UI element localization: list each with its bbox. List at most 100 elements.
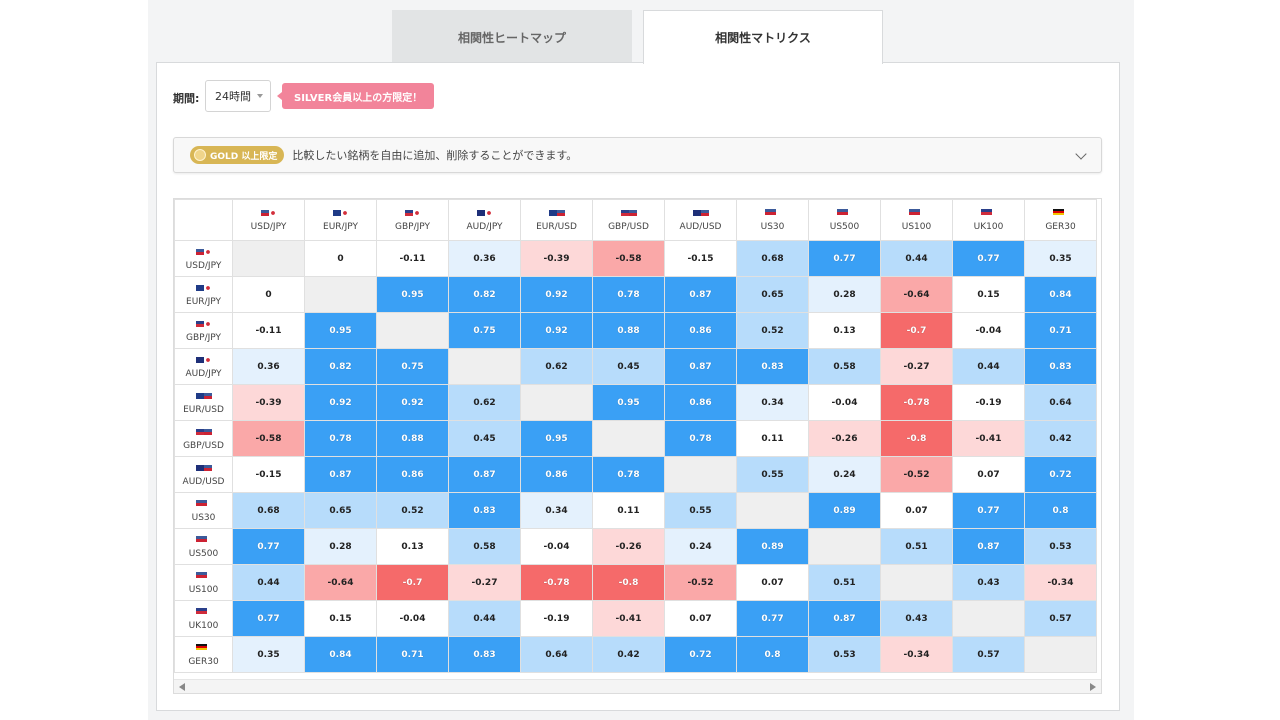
flag-icon: [332, 208, 349, 217]
correlation-cell: 0.92: [376, 384, 449, 421]
correlation-cell: -0.15: [232, 456, 305, 493]
correlation-cell: 0.45: [448, 420, 521, 457]
eu-flag-icon: [332, 210, 341, 216]
correlation-cell: -0.58: [232, 420, 305, 457]
flag-icon: [195, 319, 212, 328]
correlation-cell: 0.95: [304, 312, 377, 349]
correlation-cell: 0.13: [376, 528, 449, 565]
correlation-cell: 0.44: [448, 600, 521, 637]
scroll-left-icon[interactable]: [179, 683, 185, 691]
column-header-label: GBP/USD: [608, 222, 649, 232]
table-row: AUD/JPY 0.36 0.82 0.75 0.62 0.45 0.87 0.83 0.58-…: [174, 348, 1097, 385]
correlation-cell: 0.53: [808, 636, 881, 673]
correlation-cell: 0.78: [592, 276, 665, 313]
correlation-cell: 0.42: [1024, 420, 1097, 457]
correlation-cell: 0.89: [736, 528, 809, 565]
row-header: UK100: [174, 600, 233, 637]
correlation-cell: 0.24: [664, 528, 737, 565]
correlation-cell: -0.04: [952, 312, 1025, 349]
correlation-cell: -0.26: [808, 420, 881, 457]
gold-feature-accordion[interactable]: GOLD 以上限定 比較したい銘柄を自由に追加、削除することができます。: [173, 137, 1102, 173]
au-flag-icon: [692, 210, 701, 216]
correlation-cell: -0.19: [520, 600, 593, 637]
diagonal-cell: [592, 420, 665, 457]
correlation-cell: 0.87: [808, 600, 881, 637]
correlation-cell: -0.52: [880, 456, 953, 493]
correlation-cell: 0.11: [592, 492, 665, 529]
correlation-cell: 0.87: [664, 348, 737, 385]
correlation-cell: 0.28: [304, 528, 377, 565]
eu-flag-icon: [195, 392, 204, 399]
correlation-cell: 0.86: [376, 456, 449, 493]
correlation-cell: 0.68: [232, 492, 305, 529]
period-select[interactable]: 24時間: [205, 80, 271, 112]
correlation-cell: 0.86: [664, 384, 737, 421]
correlation-cell: 0.75: [376, 348, 449, 385]
correlation-cell: 0.87: [304, 456, 377, 493]
table-row: EUR/USD -0.39 0.92 0.92 0.62 0.95 0.86 0.34 -0.0…: [174, 384, 1097, 421]
diagonal-cell: [808, 528, 881, 565]
correlation-cell: 0.15: [952, 276, 1025, 313]
correlation-cell: 0.51: [880, 528, 953, 565]
correlation-cell: 0.78: [664, 420, 737, 457]
column-header-label: EUR/JPY: [323, 222, 358, 232]
chevron-down-icon[interactable]: [1075, 148, 1087, 160]
correlation-cell: 0.72: [1024, 456, 1097, 493]
correlation-cell: 0.57: [952, 636, 1025, 673]
correlation-cell: 0.62: [448, 384, 521, 421]
row-header: GBP/USD: [174, 420, 233, 457]
table-row: US500 0.77 0.28 0.13 0.58 -0.04 -0.26 0.24 0.89 0…: [174, 528, 1097, 565]
correlation-cell: 0.57: [1024, 600, 1097, 637]
correlation-cell: 0.07: [736, 564, 809, 601]
correlation-cell: 0.64: [520, 636, 593, 673]
correlation-cell: 0.44: [232, 564, 305, 601]
correlation-cell: -0.41: [952, 420, 1025, 457]
gold-feature-text: 比較したい銘柄を自由に追加、削除することができます。: [292, 149, 578, 162]
row-header: USD/JPY: [174, 240, 233, 277]
column-header-label: US100: [901, 222, 932, 232]
correlation-cell: 0.45: [592, 348, 665, 385]
diagonal-cell: [376, 312, 449, 349]
row-header-label: UK100: [188, 620, 219, 631]
table-row: GBP/USD -0.58 0.78 0.88 0.45 0.95 0.78 0.11 -0.2…: [174, 420, 1097, 457]
row-header: EUR/JPY: [174, 276, 233, 313]
flag-icon: [620, 208, 637, 217]
correlation-cell: 0.15: [304, 600, 377, 637]
correlation-cell: 0.8: [1024, 492, 1097, 529]
scroll-right-icon[interactable]: [1090, 683, 1096, 691]
tab-correlation-heatmap[interactable]: 相関性ヒートマップ: [392, 10, 632, 63]
diagonal-cell: [448, 348, 521, 385]
correlation-cell: 0.42: [592, 636, 665, 673]
correlation-cell: -0.8: [880, 420, 953, 457]
correlation-cell: 0.44: [880, 240, 953, 277]
period-label: 期間:: [173, 92, 200, 105]
correlation-cell: 0.68: [736, 240, 809, 277]
correlation-cell: 0.88: [592, 312, 665, 349]
us-flag-icon: [195, 571, 207, 578]
au-flag-icon: [476, 210, 485, 216]
correlation-cell: 0.34: [736, 384, 809, 421]
correlation-cell: 0.77: [736, 600, 809, 637]
correlation-cell: 0.36: [448, 240, 521, 277]
row-header: GBP/JPY: [174, 312, 233, 349]
column-header-label: AUD/USD: [679, 222, 722, 232]
us-flag-icon: [628, 210, 637, 216]
row-header: US30: [174, 492, 233, 529]
correlation-cell: 0.52: [376, 492, 449, 529]
correlation-cell: 0.95: [592, 384, 665, 421]
diagonal-cell: [880, 564, 953, 601]
gb-flag-icon: [195, 428, 204, 435]
horizontal-scrollbar[interactable]: [174, 679, 1101, 693]
row-header: AUD/JPY: [174, 348, 233, 385]
correlation-cell: 0.88: [376, 420, 449, 457]
flag-icon: [836, 208, 853, 217]
correlation-cell: -0.78: [520, 564, 593, 601]
row-header: GER30: [174, 636, 233, 673]
us-flag-icon: [203, 392, 212, 399]
tab-correlation-matrix[interactable]: 相関性マトリクス: [643, 10, 883, 64]
correlation-cell: 0.83: [736, 348, 809, 385]
jp-flag-icon: [268, 210, 277, 216]
correlation-cell: -0.78: [880, 384, 953, 421]
correlation-cell: 0.84: [304, 636, 377, 673]
correlation-cell: -0.41: [592, 600, 665, 637]
